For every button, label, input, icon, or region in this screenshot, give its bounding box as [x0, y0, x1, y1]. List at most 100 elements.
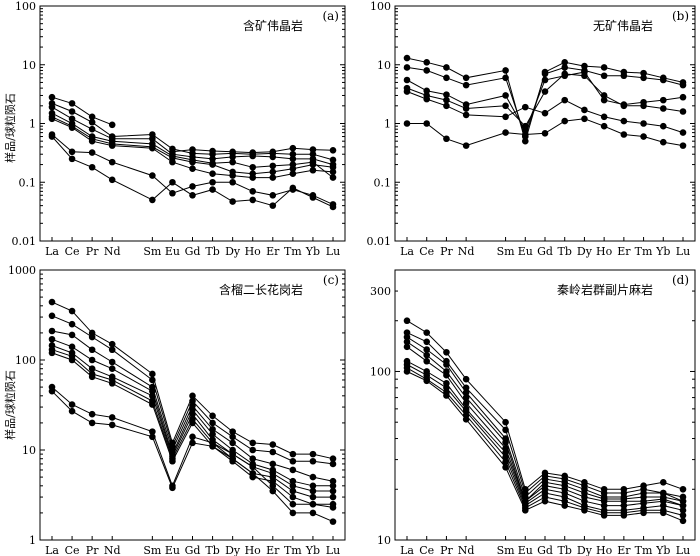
data-point [679, 512, 687, 519]
data-point [209, 419, 216, 427]
data-point [289, 466, 297, 474]
data-point [329, 156, 337, 164]
series-1 [48, 298, 337, 463]
data-point [229, 158, 236, 166]
panel-d: 10 100 300 La Ce Pr Nd Sm Eu Gd Tb Dy Ho Er Tm Yb Lu 秦岭岩群… [370, 269, 696, 556]
data-point [289, 450, 297, 458]
panel-c: 样品/球粒陨石 1 10 100 1000 La Ce Pr Nd Sm Eu Gd Tb Dy Ho Er… [3, 264, 346, 556]
data-point [149, 144, 156, 152]
panel-a: 样品/球粒陨石 0.01 0.1 1 10 100 La Ce Pr Nd Sm Eu Gd Tb Dy H… [3, 0, 346, 258]
data-point [679, 502, 687, 509]
data-point [659, 478, 667, 486]
data-point [329, 482, 337, 490]
data-point [309, 150, 317, 158]
data-point [269, 202, 277, 209]
series-1 [403, 317, 687, 493]
data-point [443, 102, 450, 110]
data-point [403, 64, 411, 71]
x-tick-label: Yb [655, 245, 670, 258]
series-line [51, 116, 334, 175]
data-point [289, 457, 297, 465]
data-point [48, 115, 56, 123]
data-point [403, 343, 411, 351]
data-point [48, 93, 56, 101]
data-point [229, 455, 236, 463]
data-point [309, 194, 317, 201]
y-axis-title-a: 样品/球粒陨石 [3, 93, 17, 163]
data-point [423, 357, 431, 365]
data-point [309, 450, 317, 458]
data-point [269, 477, 277, 485]
data-point [269, 191, 277, 199]
series-9 [48, 387, 337, 525]
plot-frame [39, 5, 346, 242]
data-point [462, 111, 470, 119]
data-point [541, 88, 549, 95]
x-tick-label: Gd [185, 245, 201, 258]
data-point [600, 122, 608, 130]
x-tick-label: Tm [635, 245, 653, 258]
data-point [423, 351, 431, 359]
x-tick-label: Lu [676, 544, 690, 556]
data-point [249, 152, 257, 160]
data-point [423, 338, 431, 346]
data-point [269, 168, 277, 176]
x-tick-label: La [400, 245, 414, 258]
data-point [423, 346, 431, 353]
data-point [581, 106, 588, 114]
data-point [403, 120, 411, 127]
data-point [462, 74, 470, 82]
data-point [108, 158, 116, 166]
data-point [640, 102, 647, 110]
x-tick-label: Lu [326, 544, 340, 556]
data-point [88, 410, 96, 418]
data-point [561, 117, 569, 125]
x-tick-label: Dy [577, 544, 593, 556]
data-point [269, 487, 277, 495]
data-point [189, 397, 196, 405]
data-point [679, 129, 687, 136]
panel-label: (c) [323, 273, 339, 287]
data-point [403, 338, 411, 346]
data-point [329, 163, 337, 171]
data-point [640, 120, 647, 127]
data-point [329, 146, 337, 154]
data-point [423, 67, 431, 74]
x-tick-label: Lu [326, 245, 340, 258]
data-point [68, 124, 76, 131]
data-point [229, 153, 236, 161]
y-tick-label: 0.01 [12, 235, 37, 248]
series-line [406, 320, 684, 491]
data-point [403, 76, 411, 84]
data-point [600, 64, 608, 71]
panel-title: 含矿伟晶岩 [243, 18, 303, 33]
data-point [502, 67, 509, 74]
data-point [403, 368, 411, 375]
x-tick-label: Yb [305, 245, 320, 258]
data-point [149, 376, 156, 384]
data-point [679, 81, 687, 89]
x-tick-label: Lu [676, 245, 690, 258]
data-point [329, 518, 337, 525]
data-point [329, 493, 337, 501]
data-point [403, 54, 411, 62]
series-4 [403, 70, 687, 130]
data-point [149, 172, 156, 179]
data-point [289, 493, 297, 501]
data-point [620, 131, 628, 138]
series-line [51, 118, 334, 179]
data-point [620, 512, 628, 519]
data-point [309, 493, 317, 501]
data-point [229, 439, 236, 447]
data-point [289, 150, 297, 158]
data-point [149, 370, 156, 378]
data-point [88, 373, 96, 381]
data-point [289, 170, 297, 177]
data-point [189, 433, 196, 441]
data-point [108, 380, 116, 387]
data-point [561, 96, 569, 104]
y-axis-title-c: 样品/球粒陨石 [3, 370, 17, 440]
x-tick-label: Ho [596, 245, 613, 258]
data-point [502, 464, 509, 471]
data-point [423, 377, 431, 385]
